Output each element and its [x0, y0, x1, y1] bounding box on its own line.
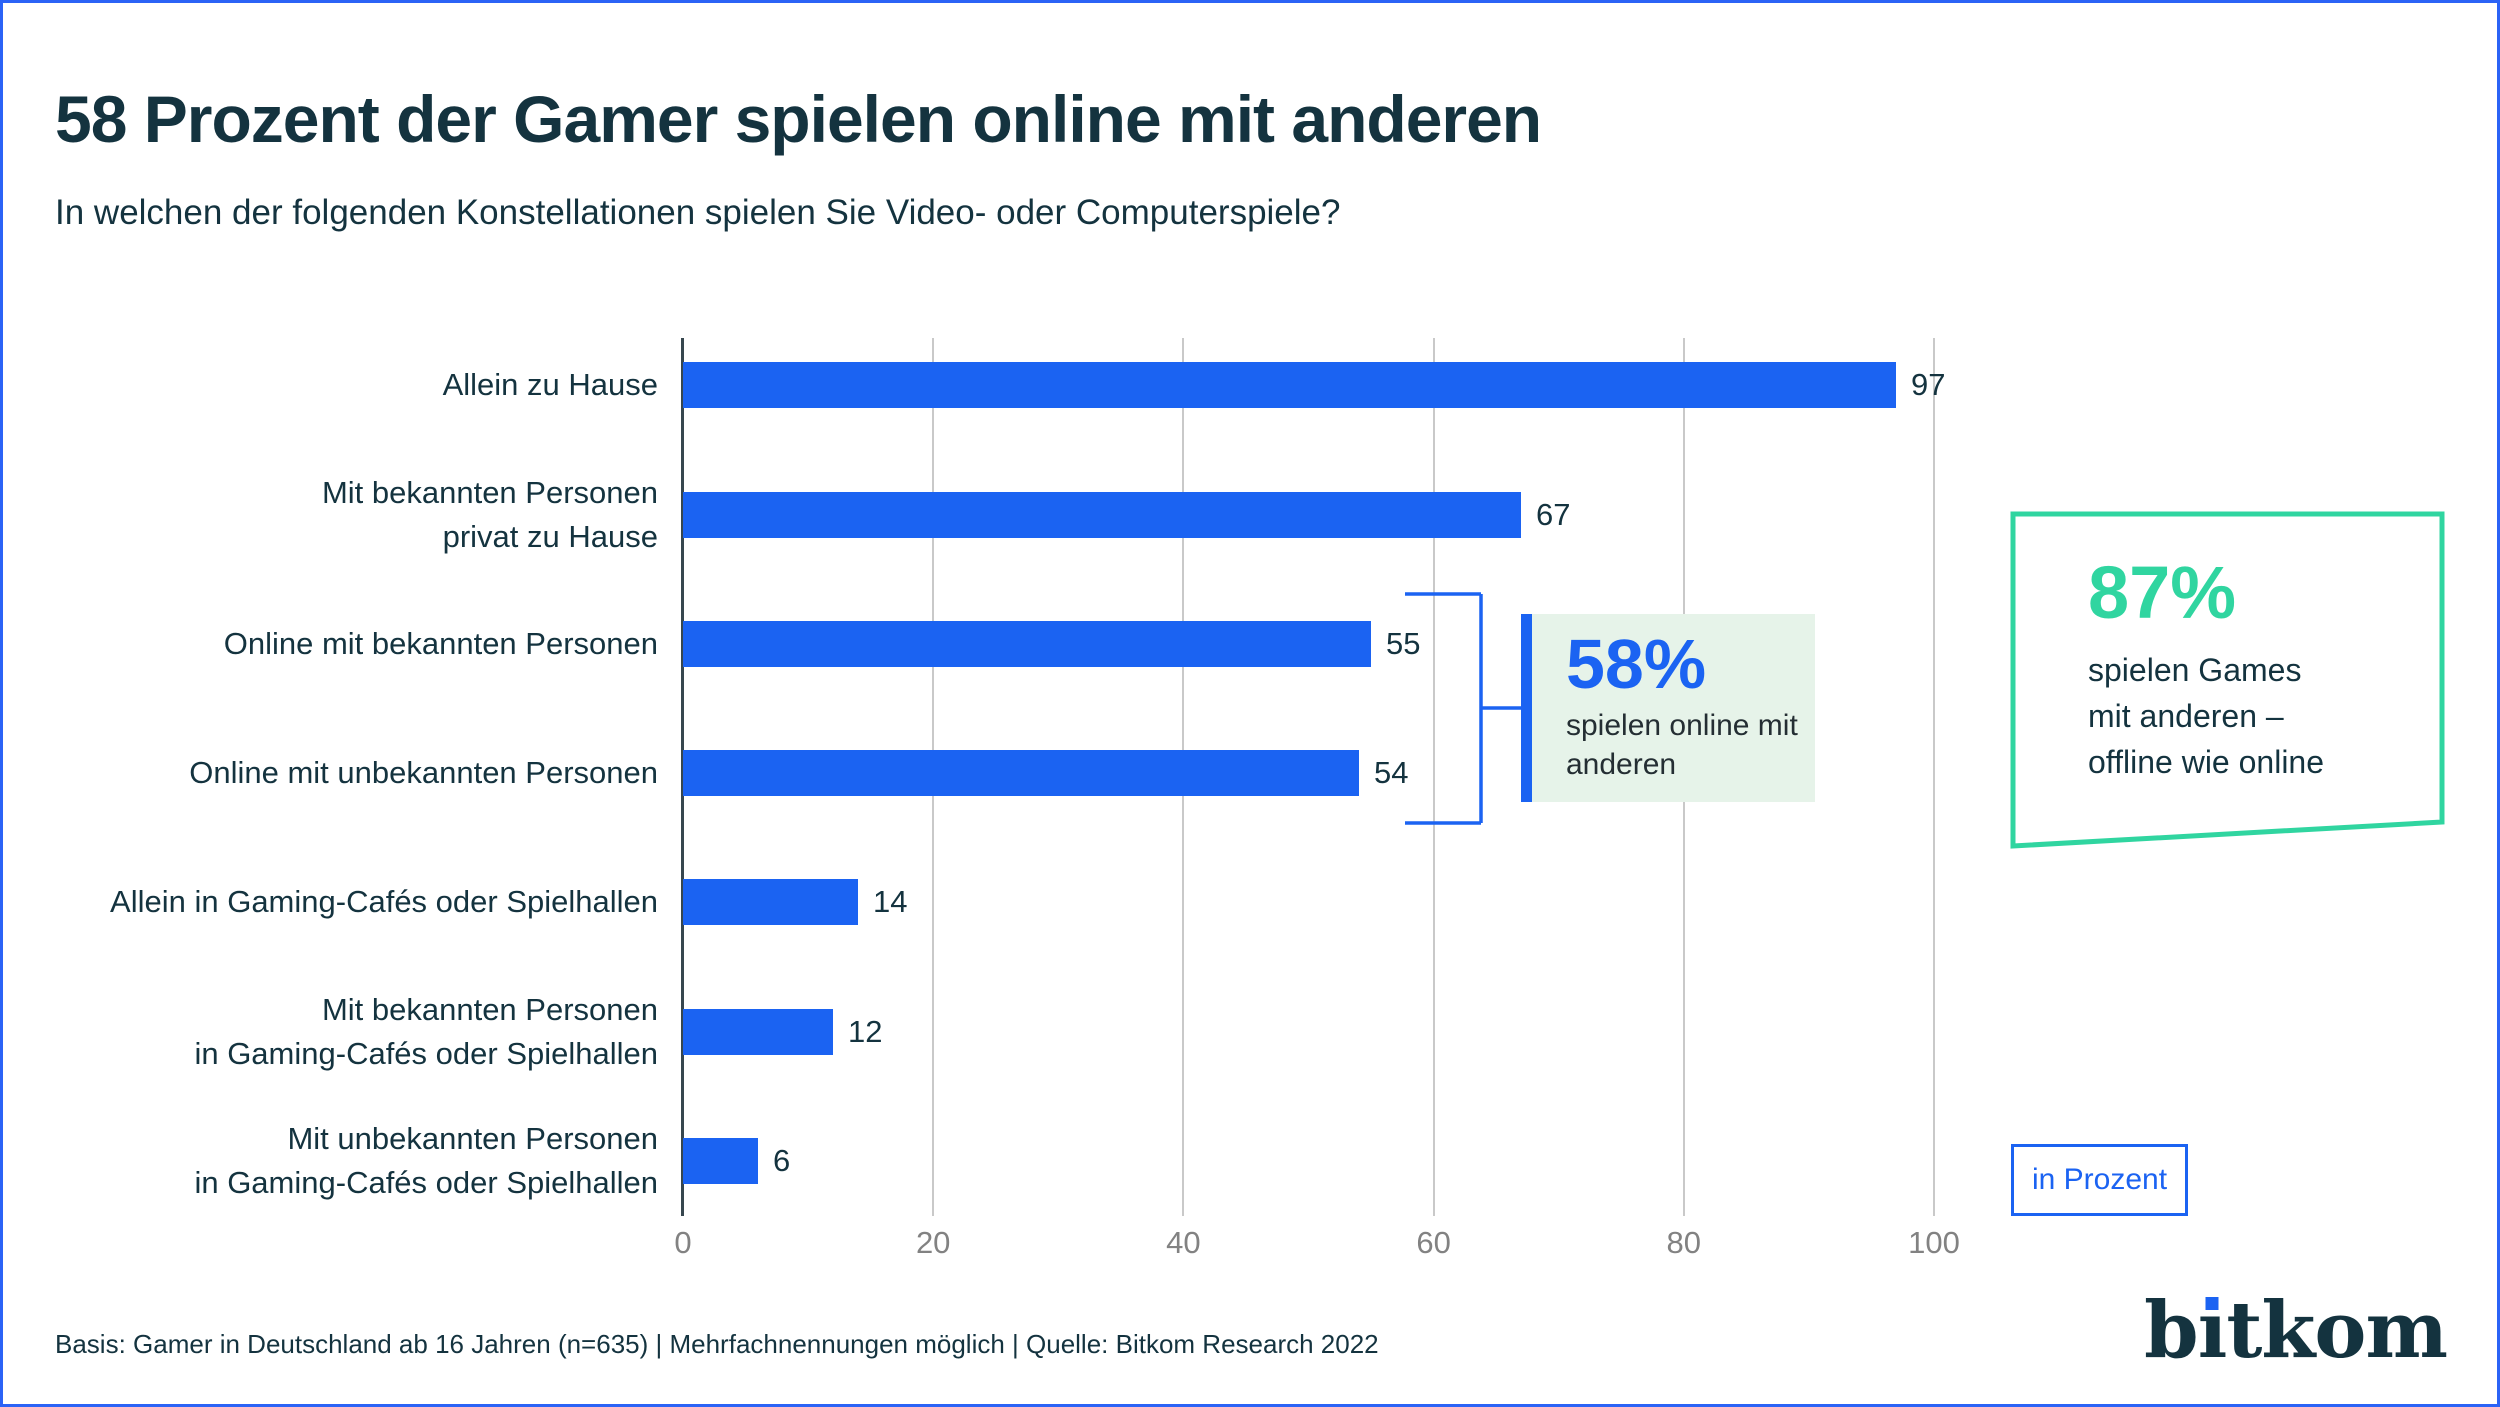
logo-i-dot [2205, 1297, 2219, 1310]
unit-label-box: in Prozent [2011, 1144, 2188, 1216]
value-label: 67 [1536, 497, 1571, 532]
logo-letter-i: ı [2197, 1285, 2228, 1376]
x-tick-label: 100 [1908, 1225, 1960, 1260]
page-title: 58 Prozent der Gamer spielen online mit … [55, 82, 1542, 156]
value-label: 14 [873, 884, 908, 919]
value-label: 54 [1374, 755, 1409, 790]
value-label: 6 [773, 1143, 791, 1178]
callout-87-value: 87% [2088, 551, 2237, 634]
value-label: 12 [848, 1014, 883, 1049]
bar [683, 492, 1521, 538]
callout-58-box: 58% spielen online mit anderen [1521, 614, 1815, 802]
callout-58-value: 58% [1566, 625, 1707, 703]
x-tick-label: 20 [915, 1225, 951, 1260]
category-label: Mit bekannten Personen in Gaming-Cafés o… [194, 992, 658, 1071]
callout-58-accent-bar [1521, 614, 1532, 802]
bitkom-logo: bı tkom [2144, 1285, 2448, 1376]
value-label: 55 [1386, 626, 1421, 661]
source-note: Basis: Gamer in Deutschland ab 16 Jahren… [55, 1329, 1379, 1359]
gridline [1933, 338, 1935, 1216]
logo-letter: b [2144, 1285, 2199, 1376]
category-label: Mit bekannten Personen privat zu Hause [321, 475, 658, 554]
group-bracket [1405, 592, 1523, 825]
bar-chart: 0 20 40 60 80 100 Allein zu Hause 97 Mit bekannt… [3, 3, 2497, 1404]
x-tick-label: 40 [1166, 1225, 1201, 1260]
bar [683, 750, 1359, 796]
x-tick-label: 0 [674, 1225, 692, 1260]
unit-label: in Prozent [2031, 1163, 2168, 1196]
category-label: Allein in Gaming-Cafés oder Spielhallen [110, 884, 658, 919]
callout-87-box: 87% spielen Games mit anderen – offline … [2009, 509, 2447, 853]
page-subtitle: In welchen der folgenden Konstellationen… [55, 193, 1341, 232]
axis-line [681, 338, 684, 1216]
logo-letters: tkom [2226, 1285, 2448, 1376]
bar [683, 362, 1896, 408]
bar [683, 1138, 758, 1184]
gridline [1432, 338, 1435, 1216]
callout-58-caption: spielen online mit anderen [1566, 709, 1798, 781]
category-label: Mit unbekannten Personen in Gaming-Cafés… [194, 1121, 658, 1200]
x-tick-label: 80 [1666, 1225, 1702, 1260]
category-label: Online mit unbekannten Personen [189, 755, 658, 790]
callout-87-border [2010, 511, 2445, 849]
value-label: 97 [1911, 367, 1946, 402]
x-tick-label: 60 [1416, 1225, 1451, 1260]
callout-87-caption: spielen Games mit anderen – offline wie … [2088, 652, 2325, 780]
bar [683, 621, 1371, 667]
category-label: Online mit bekannten Personen [223, 626, 658, 661]
category-label: Allein zu Hause [442, 367, 658, 402]
bar [683, 879, 858, 925]
bar [683, 1009, 833, 1055]
